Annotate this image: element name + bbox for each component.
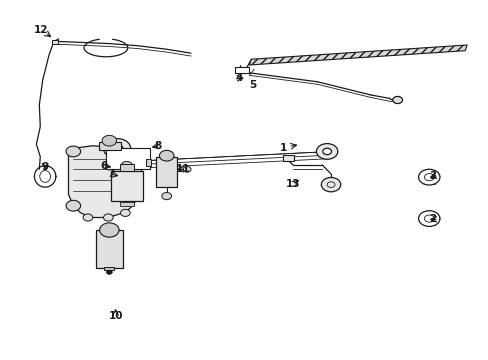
Circle shape [162, 193, 171, 200]
Bar [106, 148, 149, 169]
Circle shape [66, 201, 81, 211]
Text: 11: 11 [175, 164, 190, 174]
Bar [52, 40, 58, 44]
Text: 4: 4 [236, 73, 243, 83]
Polygon shape [249, 45, 466, 65]
Bar [119, 202, 134, 206]
Text: 9: 9 [41, 162, 49, 172]
Circle shape [103, 139, 130, 158]
Circle shape [122, 166, 130, 172]
Circle shape [316, 144, 337, 159]
Bar [119, 164, 134, 171]
Text: 5: 5 [248, 80, 256, 90]
Circle shape [111, 144, 122, 153]
Bar [99, 142, 120, 150]
Bar [111, 171, 142, 201]
Circle shape [100, 223, 119, 237]
Circle shape [418, 211, 439, 226]
Text: 6: 6 [101, 161, 108, 171]
Text: 7: 7 [107, 169, 114, 179]
Circle shape [102, 135, 116, 146]
Text: 8: 8 [154, 141, 161, 151]
Bar [234, 67, 249, 73]
Circle shape [106, 270, 112, 274]
Text: 1: 1 [279, 143, 286, 153]
Circle shape [322, 148, 331, 155]
Circle shape [66, 146, 81, 157]
Bar [156, 157, 177, 187]
Text: 13: 13 [285, 179, 300, 189]
Bar [146, 158, 151, 166]
Circle shape [418, 169, 439, 185]
Circle shape [83, 214, 93, 221]
Circle shape [321, 177, 340, 192]
Polygon shape [68, 146, 142, 217]
Text: 2: 2 [428, 214, 436, 224]
Text: 10: 10 [108, 311, 122, 321]
Circle shape [103, 214, 113, 221]
Bar [104, 267, 114, 270]
Text: 3: 3 [428, 171, 436, 181]
Circle shape [392, 96, 402, 104]
Circle shape [121, 161, 132, 170]
Bar [96, 230, 122, 267]
Text: 12: 12 [34, 25, 48, 35]
Bar [283, 155, 293, 161]
Circle shape [183, 166, 191, 172]
Circle shape [159, 150, 174, 161]
Circle shape [120, 209, 130, 216]
